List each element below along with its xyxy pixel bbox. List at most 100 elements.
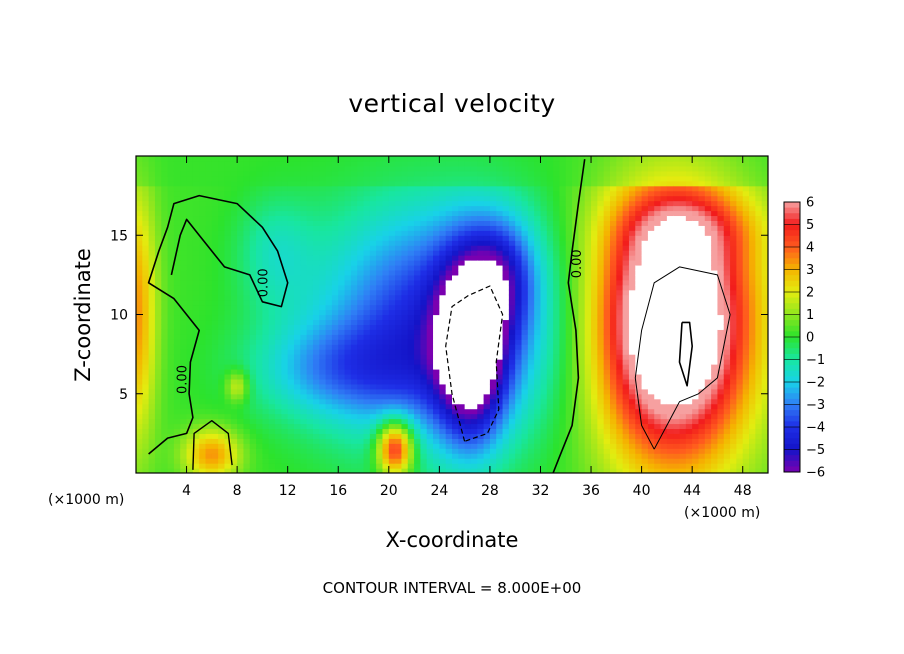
field-cell [439, 235, 447, 241]
field-cell [401, 279, 409, 286]
field-cell [312, 309, 320, 316]
field-cell [477, 428, 485, 434]
field-cell [578, 269, 586, 276]
field-cell [154, 304, 162, 311]
field-cell [281, 433, 289, 439]
field-cell [515, 240, 523, 246]
field-cell [540, 269, 548, 276]
field-cell [559, 269, 567, 276]
field-cell [616, 215, 624, 221]
field-cell [445, 304, 453, 311]
field-cell [224, 170, 232, 177]
field-cell [331, 319, 339, 325]
field-cell [603, 398, 611, 405]
field-cell [319, 304, 327, 311]
field-cell [148, 260, 156, 266]
field-cell [312, 319, 320, 325]
field-cell [319, 408, 327, 415]
field-cell [382, 354, 390, 360]
field-cell [616, 393, 624, 400]
field-cell [230, 393, 238, 400]
field-cell [546, 463, 554, 469]
field-cell [382, 210, 390, 217]
field-cell [439, 230, 447, 236]
field-cell [294, 408, 301, 415]
field-cell [325, 393, 333, 400]
field-cell [597, 393, 605, 400]
field-cell [357, 264, 365, 271]
field-cell [407, 205, 415, 212]
field-cell [591, 334, 598, 340]
field-cell [382, 458, 390, 464]
field-cell [527, 225, 535, 231]
field-cell [426, 373, 434, 380]
field-cell [388, 448, 396, 454]
field-cell [357, 458, 365, 464]
field-cell [521, 215, 529, 221]
field-cell [553, 433, 561, 439]
field-cell [237, 423, 245, 430]
field-cell [388, 170, 396, 177]
field-cell [357, 284, 365, 291]
field-cell [401, 195, 409, 202]
field-cell [470, 180, 478, 187]
field-cell [230, 354, 238, 360]
field-cell [199, 354, 207, 360]
field-cell [489, 170, 497, 177]
field-cell [458, 279, 466, 286]
field-cell [540, 264, 548, 271]
field-cell [180, 170, 188, 177]
field-cell [148, 180, 156, 187]
field-cell [546, 458, 554, 464]
field-cell [230, 324, 238, 330]
field-cell [559, 180, 567, 187]
field-cell [205, 324, 213, 330]
field-cell [167, 359, 175, 365]
field-cell [521, 279, 529, 286]
field-cell [407, 170, 415, 177]
field-cell [287, 354, 295, 360]
field-cell [281, 225, 289, 231]
field-cell [136, 398, 143, 405]
field-cell [426, 269, 434, 276]
field-cell [287, 324, 295, 330]
field-cell [540, 165, 548, 172]
field-cell [199, 334, 207, 340]
field-cell [610, 210, 617, 217]
field-cell [420, 294, 428, 301]
field-cell [534, 378, 542, 385]
field-cell [553, 195, 561, 202]
field-cell [578, 230, 586, 236]
field-cell [230, 230, 238, 236]
field-cell [540, 359, 548, 365]
field-cell [395, 269, 403, 276]
field-cell [148, 264, 156, 271]
field-cell [142, 453, 150, 459]
field-cell [420, 433, 428, 439]
field-cell [597, 264, 605, 271]
field-cell [173, 438, 181, 444]
field-cell [597, 304, 605, 311]
field-cell [218, 373, 226, 380]
field-cell [603, 180, 611, 187]
field-cell [268, 438, 276, 444]
field-cell [224, 354, 232, 360]
field-cell [496, 388, 504, 395]
field-cell [388, 215, 396, 221]
field-cell [136, 250, 143, 256]
field-cell [553, 393, 561, 400]
field-cell [294, 438, 301, 444]
field-cell [508, 438, 516, 444]
field-cell [470, 403, 478, 410]
field-cell [496, 329, 504, 335]
field-cell [565, 378, 573, 385]
field-cell [218, 393, 226, 400]
field-cell [224, 156, 232, 162]
field-cell [249, 160, 257, 167]
field-cell [414, 260, 421, 266]
field-cell [565, 225, 573, 231]
field-cell [439, 319, 447, 325]
field-cell [477, 393, 485, 400]
field-cell [439, 175, 447, 182]
field-cell [401, 458, 409, 464]
